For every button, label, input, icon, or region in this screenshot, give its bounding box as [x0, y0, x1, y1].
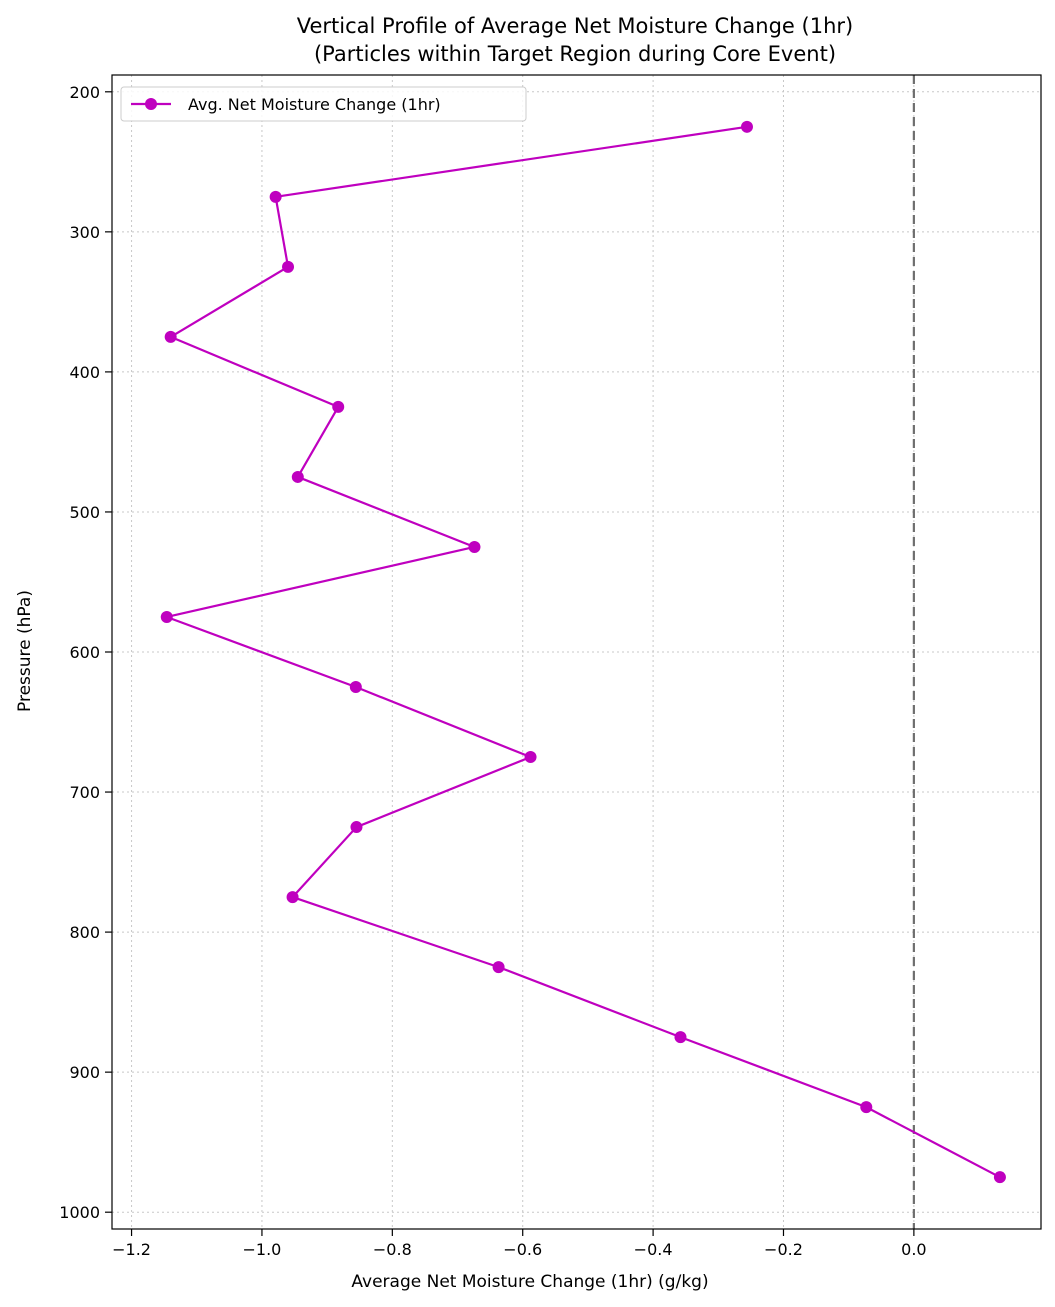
y-tick-label: 800	[69, 923, 100, 942]
grid	[112, 75, 1041, 1229]
x-tick-label: 0.0	[901, 1240, 926, 1259]
data-point	[286, 891, 299, 904]
y-tick-label: 1000	[59, 1203, 100, 1222]
y-axis-ticks: 200 300 400 500 600 700 800 900 1000	[59, 83, 112, 1222]
x-tick-label: −0.6	[503, 1240, 542, 1259]
y-tick-label: 400	[69, 363, 100, 382]
series-layer	[160, 120, 1006, 1184]
y-tick-label: 700	[69, 783, 100, 802]
data-point	[740, 120, 753, 133]
data-point	[674, 1031, 687, 1044]
data-point	[160, 610, 173, 623]
x-tick-label: −1.2	[112, 1240, 151, 1259]
y-tick-label: 300	[69, 223, 100, 242]
legend-entry-label: Avg. Net Moisture Change (1hr)	[188, 95, 441, 114]
y-tick-label: 900	[69, 1063, 100, 1082]
y-tick-label: 500	[69, 503, 100, 522]
plot-frame	[111, 74, 1042, 1230]
data-point	[993, 1171, 1006, 1184]
series-line	[165, 125, 1001, 1179]
chart-title-line-2: (Particles within Target Region during C…	[314, 42, 836, 66]
x-axis-ticks: −1.2 −1.0 −0.8 −0.6 −0.4 −0.2 0.0	[112, 1229, 927, 1259]
x-tick-label: −0.4	[634, 1240, 673, 1259]
y-tick-label: 600	[69, 643, 100, 662]
x-tick-label: −1.0	[243, 1240, 282, 1259]
data-point	[291, 470, 304, 483]
data-point	[860, 1101, 873, 1114]
legend-box	[120, 86, 527, 122]
data-point	[524, 751, 537, 764]
y-tick-label: 200	[69, 83, 100, 102]
x-tick-label: −0.2	[764, 1240, 803, 1259]
data-point	[164, 330, 177, 343]
data-point	[468, 540, 481, 553]
legend-marker-swatch	[145, 98, 157, 110]
data-point	[350, 821, 363, 834]
y-axis-label: Pressure (hPa)	[15, 590, 35, 712]
x-tick-label: −0.8	[373, 1240, 412, 1259]
legend: Avg. Net Moisture Change (1hr)	[120, 86, 527, 122]
chart-title-line-1: Vertical Profile of Average Net Moisture…	[297, 14, 853, 38]
data-point	[492, 961, 505, 974]
data-point	[349, 681, 362, 694]
x-axis-label: Average Net Moisture Change (1hr) (g/kg)	[351, 1272, 708, 1292]
data-point	[332, 400, 345, 413]
data-point	[282, 260, 295, 273]
data-point	[269, 190, 282, 203]
